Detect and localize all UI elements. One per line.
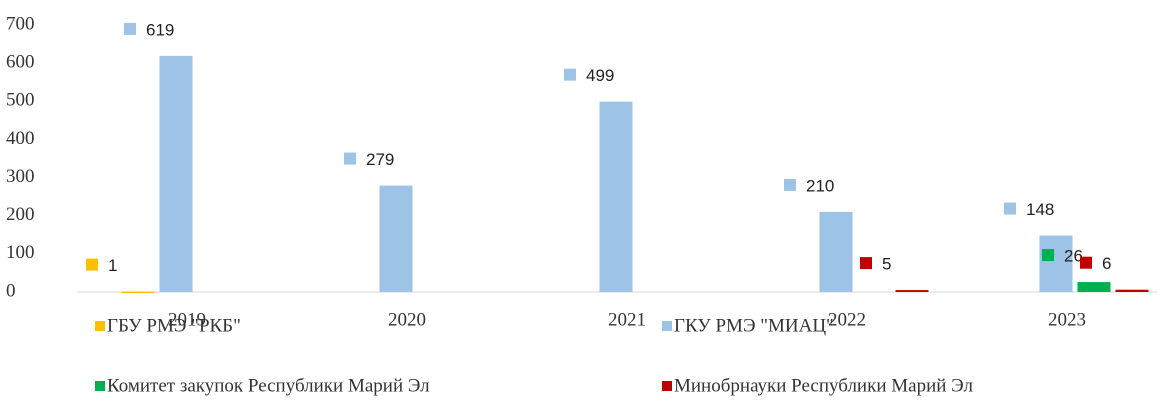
data-label-key (1080, 256, 1092, 269)
data-label: 210 (806, 176, 834, 195)
y-tick-label: 700 (6, 13, 35, 34)
data-label: 148 (1026, 200, 1054, 219)
data-label-key (860, 257, 872, 270)
bar (819, 211, 853, 292)
data-label-key (784, 178, 796, 191)
bar (1039, 235, 1073, 292)
y-tick-label: 600 (6, 52, 35, 73)
legend-label: Минобрнауки Республики Марий Эл (674, 375, 973, 396)
data-label: 1 (108, 256, 117, 275)
legend-swatch (662, 321, 672, 331)
data-label-key (86, 258, 98, 271)
legend-label: Комитет закупок Республики Марий Эл (107, 375, 430, 396)
y-tick-label: 100 (6, 242, 35, 263)
data-label: 619 (146, 20, 174, 39)
x-tick-label: 2020 (388, 309, 426, 330)
x-tick-label: 2022 (828, 309, 866, 330)
x-tick-label: 2019 (168, 309, 206, 330)
data-label-key (124, 22, 136, 35)
y-tick-label: 400 (6, 128, 35, 149)
x-tick-label: 2021 (608, 309, 646, 330)
y-tick-label: 200 (6, 204, 35, 225)
legend-swatch (95, 381, 105, 391)
legend-swatch (95, 321, 105, 331)
data-label-key (564, 68, 576, 81)
data-label-key (1004, 202, 1016, 215)
data-label: 6 (1102, 254, 1111, 273)
data-label: 279 (366, 150, 394, 169)
legend-label: ГКУ РМЭ "МИАЦ" (674, 315, 834, 336)
bar (159, 55, 193, 292)
y-tick-label: 0 (6, 280, 16, 301)
legend-label: ГБУ РМЭ "РКБ" (107, 315, 241, 336)
data-label-key (344, 152, 356, 165)
bar (379, 185, 413, 292)
data-label: 499 (586, 66, 614, 85)
bar (895, 290, 929, 292)
data-label-key (1042, 249, 1054, 262)
y-tick-label: 300 (6, 166, 35, 187)
legend-swatch (662, 381, 672, 391)
x-tick-label: 2023 (1048, 309, 1086, 330)
bar (121, 291, 155, 294)
data-label: 5 (882, 255, 891, 274)
bar (1115, 289, 1149, 292)
data-label: 26 (1064, 247, 1083, 266)
bar (599, 101, 633, 292)
bar (1077, 282, 1111, 292)
y-tick-label: 500 (6, 90, 35, 111)
